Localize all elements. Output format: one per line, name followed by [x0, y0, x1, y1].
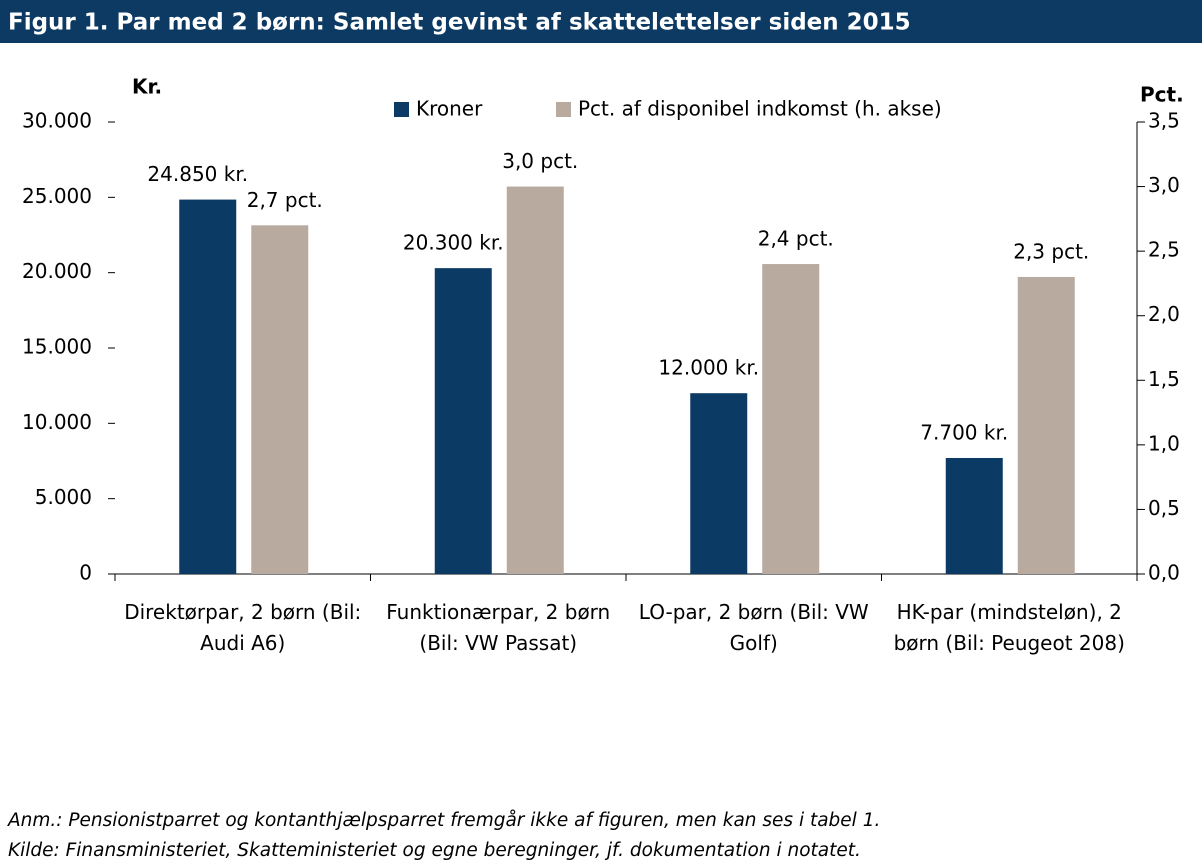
y-axis-title: Kr. — [132, 75, 162, 99]
value-label: 2,4 pct. — [758, 227, 834, 251]
value-label: 7.700 kr. — [920, 420, 1008, 444]
legend-label: Kroner — [416, 97, 483, 121]
bar — [251, 225, 309, 575]
y-tick-label: 25.000 — [22, 184, 92, 208]
y-tick-label: 0 — [79, 561, 92, 585]
footnote: Kilde: Finansministeriet, Skatteminister… — [8, 840, 861, 861]
bar — [690, 393, 748, 574]
x-tick-label: Direktørpar, 2 børn (Bil: Audi A6) — [124, 600, 362, 655]
x-tick-label: LO-par, 2 børn (Bil: VW Golf) — [638, 600, 869, 655]
y2-tick-label: 2,0 — [1148, 302, 1180, 326]
y2-tick-label: 0,0 — [1148, 561, 1180, 585]
legend-swatch — [394, 102, 409, 117]
footnote: Anm.: Pensionistparret og kontanthjælpsp… — [8, 810, 881, 831]
bar — [179, 199, 237, 575]
value-label: 12.000 kr. — [658, 356, 759, 380]
y-tick-label: 20.000 — [22, 259, 92, 283]
value-label: 2,3 pct. — [1013, 239, 1089, 263]
x-tick-label: HK-par (mindsteløn), 2 børn (Bil: Peugeo… — [893, 600, 1125, 655]
value-label: 2,7 pct. — [247, 188, 323, 212]
legend-swatch — [556, 102, 571, 117]
value-label: 20.300 kr. — [403, 231, 504, 255]
y2-tick-label: 3,5 — [1148, 109, 1180, 133]
y2-tick-label: 0,5 — [1148, 496, 1180, 520]
y2-tick-label: 2,5 — [1148, 238, 1180, 262]
title-banner — [0, 0, 1202, 43]
value-label: 24.850 kr. — [147, 162, 248, 186]
y2-axis-title: Pct. — [1140, 83, 1184, 107]
bar — [434, 268, 492, 574]
bar — [1017, 276, 1075, 574]
y-tick-label: 30.000 — [22, 109, 92, 133]
chart-title: Figur 1. Par med 2 børn: Samlet gevinst … — [8, 10, 911, 36]
y-tick-label: 10.000 — [22, 410, 92, 434]
y2-tick-label: 1,5 — [1148, 367, 1180, 391]
y-tick-label: 15.000 — [22, 335, 92, 359]
x-tick-label: Funktionærpar, 2 børn (Bil: VW Passat) — [386, 600, 611, 655]
legend-label: Pct. af disponibel indkomst (h. akse) — [578, 97, 942, 121]
y-tick-label: 5.000 — [35, 485, 92, 509]
bar — [762, 264, 820, 574]
value-label: 3,0 pct. — [502, 149, 578, 173]
bar — [945, 457, 1003, 574]
bar — [506, 186, 564, 575]
y2-tick-label: 3,0 — [1148, 173, 1180, 197]
y2-tick-label: 1,0 — [1148, 431, 1180, 455]
